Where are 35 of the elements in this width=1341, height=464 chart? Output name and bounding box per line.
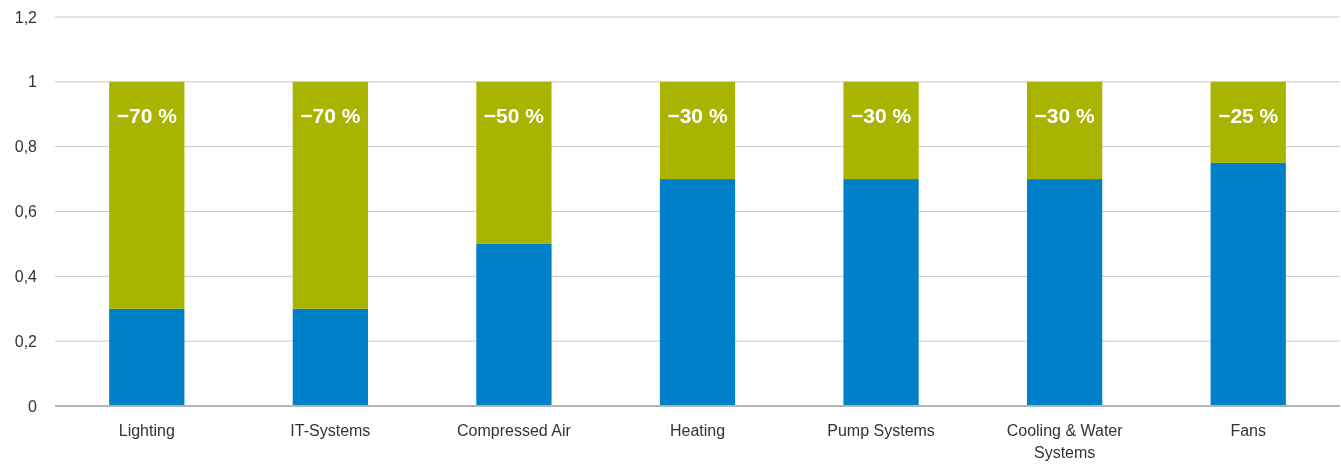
bar [476, 243, 552, 406]
bar [1210, 162, 1286, 406]
y-tick-label: 0,4 [14, 267, 38, 285]
y-tick-label: 1,2 [14, 8, 38, 26]
bar [109, 81, 185, 309]
y-tick-label: 0,2 [14, 332, 38, 350]
x-tick-label: Compressed Air [457, 422, 572, 439]
x-tick-label: Lighting [118, 422, 175, 439]
x-tick-label: Cooling & Water Systems [1006, 422, 1124, 461]
annotation: −50 % [483, 103, 545, 127]
bar [659, 179, 736, 406]
annotation: −30 % [1034, 103, 1096, 127]
x-tick-label: Heating [669, 422, 726, 439]
annotation: −70 % [300, 103, 361, 127]
bar [659, 81, 736, 180]
x-tick-label: Fans [1230, 422, 1266, 439]
y-tick-label: 0 [28, 397, 38, 415]
y-tick-label: 1 [28, 73, 38, 91]
bar [476, 81, 552, 244]
bar [1027, 179, 1103, 406]
bar [1027, 81, 1103, 180]
bar [109, 308, 185, 406]
bar [292, 308, 368, 406]
x-tick-label: IT-Systems [290, 422, 371, 439]
annotation: −30 % [667, 103, 728, 127]
bar [1210, 81, 1286, 163]
bar [292, 81, 368, 309]
bar [843, 81, 919, 180]
x-tick-label: Pump Systems [827, 422, 935, 439]
annotation: −70 % [116, 103, 178, 127]
y-tick-label: 0,8 [14, 138, 38, 156]
annotation: −30 % [851, 103, 912, 127]
y-tick-label: 0,6 [14, 203, 38, 221]
annotation: −25 % [1218, 103, 1279, 127]
bar [843, 179, 919, 406]
